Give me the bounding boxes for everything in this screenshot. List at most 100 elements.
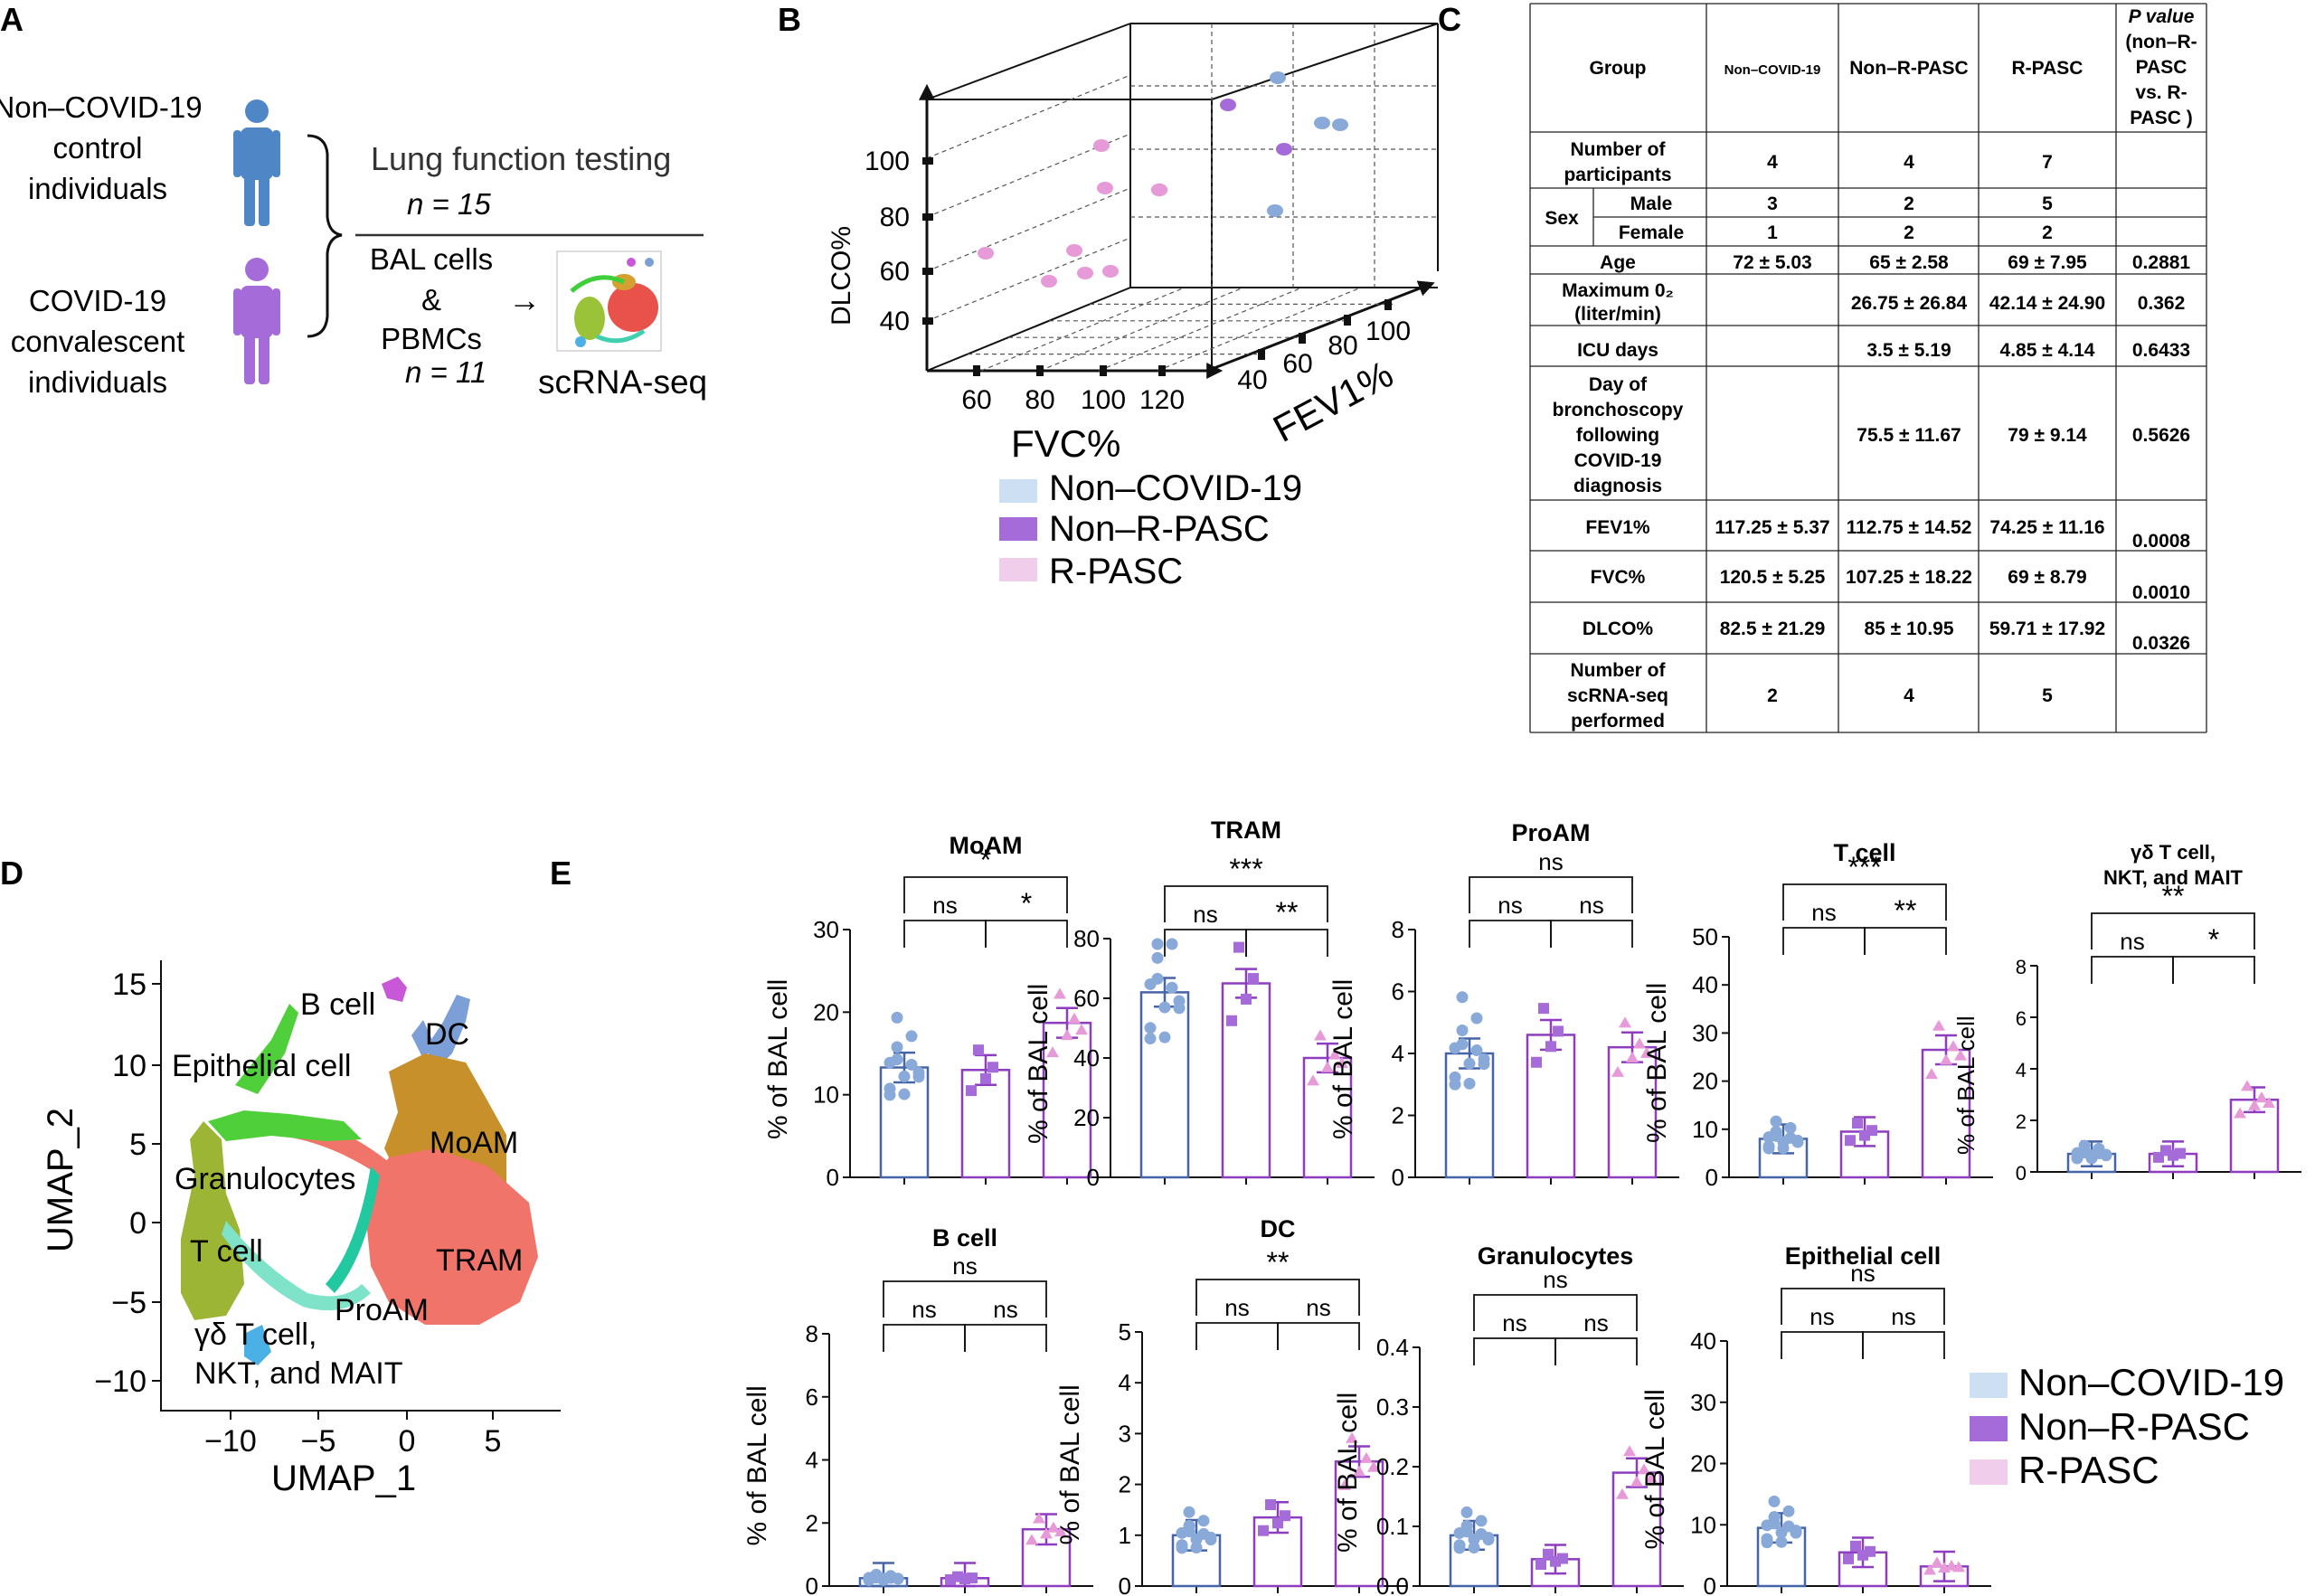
scatter3d-points bbox=[978, 71, 1348, 288]
cell-male-c1: 3 bbox=[1767, 194, 1778, 214]
bal-line1: BAL cells bbox=[370, 242, 493, 276]
row-scrna-label-3: performed bbox=[1571, 711, 1665, 732]
data-point bbox=[967, 1572, 978, 1584]
grid-line bbox=[1157, 287, 1362, 372]
data-point bbox=[2241, 1080, 2254, 1091]
group-control-line2: control bbox=[52, 131, 142, 165]
data-point bbox=[1638, 1463, 1650, 1475]
data-point bbox=[1925, 1068, 1938, 1080]
bar-y-tick-label: 80 bbox=[1073, 925, 1100, 952]
data-point bbox=[912, 1071, 925, 1083]
data-point bbox=[1463, 1077, 1476, 1090]
data-point bbox=[1923, 1563, 1936, 1575]
data-point bbox=[1784, 1121, 1797, 1134]
grid-line bbox=[926, 187, 1131, 272]
mini-umap-icon bbox=[556, 250, 662, 352]
data-point bbox=[1478, 1058, 1490, 1071]
data-point bbox=[2255, 1091, 2268, 1103]
bar-y-tick-label: 30 bbox=[1690, 1389, 1716, 1416]
bar-y-tick-label: 2 bbox=[2016, 1110, 2027, 1133]
data-point bbox=[1456, 1038, 1469, 1051]
grid-line bbox=[1039, 287, 1244, 372]
sig-label: ns bbox=[1224, 1294, 1249, 1321]
bar-panel: γδ T cell,NKT, and MAIT 0 2 4 6 8 % of BAL cel… bbox=[1952, 841, 2301, 1185]
data-point bbox=[1321, 1061, 1334, 1072]
z-tick-label: 60 bbox=[1282, 349, 1312, 379]
umap-x-tick-label: −5 bbox=[301, 1424, 336, 1459]
scatter-point bbox=[1220, 99, 1236, 111]
y-tick-mark bbox=[922, 317, 933, 325]
data-point bbox=[1328, 1048, 1341, 1060]
bar-panel-title: Epithelial cell bbox=[1785, 1242, 1942, 1270]
cell-male-c2: 2 bbox=[1904, 194, 1914, 214]
data-point bbox=[1791, 1136, 1804, 1148]
x-tick-label: 60 bbox=[961, 385, 991, 415]
data-point bbox=[1843, 1553, 1854, 1564]
bar-y-tick-label: 4 bbox=[2016, 1059, 2027, 1081]
data-point bbox=[1945, 1559, 1958, 1571]
sig-bracket bbox=[985, 920, 1068, 948]
scatter-point bbox=[1077, 267, 1093, 279]
z-tick-label: 100 bbox=[1365, 316, 1411, 346]
bar-y-tick-label: 30 bbox=[813, 916, 839, 943]
cell-participants-c2: 4 bbox=[1904, 152, 1914, 173]
cell-female-c2: 2 bbox=[1904, 222, 1914, 243]
x-tick-label: 120 bbox=[1139, 385, 1185, 415]
data-point bbox=[1557, 1553, 1568, 1564]
panel-b: B 60 80 100 120 100 80 60 40 40 60 80 100 DLCO% FVC… bbox=[778, 1, 1439, 591]
row-broncho-label-3: following bbox=[1576, 425, 1659, 446]
umap-y-tick-label: 10 bbox=[112, 1049, 146, 1083]
row-icu-label: ICU days bbox=[1577, 340, 1658, 361]
cell-scrna-c2: 4 bbox=[1904, 685, 1914, 706]
cell-dlco-c3: 59.71 ± 17.92 bbox=[1989, 619, 2105, 639]
row-female-label: Female bbox=[1619, 222, 1684, 243]
panel-c-table: C Group Non–COVID-19 Non–R- bbox=[1438, 1, 2207, 733]
data-point bbox=[1176, 1542, 1188, 1554]
sig-label: ns bbox=[993, 1296, 1017, 1323]
scatter-point bbox=[1093, 139, 1110, 152]
data-point bbox=[898, 1070, 911, 1082]
data-point bbox=[1144, 1022, 1157, 1034]
bar-y-tick-label: 5 bbox=[1119, 1318, 1131, 1346]
grid-line bbox=[926, 237, 1131, 322]
bar-panel-title: NKT, and MAIT bbox=[2103, 866, 2244, 889]
cluster-blob-epithelial bbox=[208, 1004, 362, 1141]
row-oxygen-label-1: Maximum 0₂ bbox=[1562, 280, 1674, 301]
sig-bracket bbox=[883, 1324, 966, 1352]
scatter3d-grid bbox=[926, 24, 1438, 372]
cell-dlco-p: 0.0326 bbox=[2132, 633, 2190, 654]
data-point bbox=[1630, 1475, 1643, 1487]
data-point bbox=[1619, 1016, 1631, 1028]
bar-y-tick-label: 0 bbox=[2016, 1162, 2027, 1185]
bar-y-axis-title: % of BAL cell bbox=[1024, 984, 1054, 1144]
bar-panel-title: MoAM bbox=[950, 832, 1023, 859]
data-point bbox=[1770, 1115, 1782, 1128]
cell-female-c1: 1 bbox=[1767, 222, 1778, 243]
bar-y-axis-title: % of BAL cell bbox=[1952, 1015, 1980, 1155]
umap-x-title: UMAP_1 bbox=[271, 1459, 416, 1498]
bar-y-axis-title: % of BAL cell bbox=[1055, 1384, 1085, 1544]
row-broncho-label-5: diagnosis bbox=[1573, 476, 1662, 496]
bal-line3: PBMCs bbox=[381, 322, 482, 355]
scrna-label: scRNA-seq bbox=[538, 364, 707, 401]
z-tick-label: 40 bbox=[1237, 365, 1267, 395]
bar-panel: T cell 0 10 20 30 40 50 % of BAL cell *** ns ** bbox=[1642, 839, 1993, 1191]
sig-label: ns bbox=[1583, 1309, 1608, 1336]
bars-legend-label-r-pasc: R-PASC bbox=[2018, 1449, 2159, 1491]
sig-bracket bbox=[1277, 1322, 1360, 1350]
bar-y-tick-label: 8 bbox=[1392, 916, 1404, 943]
cell-broncho-c3: 79 ± 9.14 bbox=[2008, 425, 2087, 446]
scatter-point bbox=[978, 247, 994, 260]
data-point bbox=[1314, 1029, 1327, 1041]
z-tick-label: 80 bbox=[1328, 331, 1357, 361]
cluster-blob-proam bbox=[222, 1221, 371, 1311]
bar-y-tick-label: 40 bbox=[1073, 1044, 1100, 1072]
cell-dlco-c1: 82.5 ± 21.29 bbox=[1720, 619, 1826, 639]
legend-label-non-r-pasc: Non–R-PASC bbox=[1049, 509, 1270, 549]
umap-cluster-labels: B cell DC Epithelial cell MoAM Granulocy… bbox=[172, 987, 523, 1391]
data-point bbox=[1538, 1003, 1549, 1015]
row-fvc-label: FVC% bbox=[1591, 567, 1646, 588]
data-point bbox=[987, 1062, 998, 1073]
bar-y-tick-label: 10 bbox=[1690, 1511, 1716, 1538]
